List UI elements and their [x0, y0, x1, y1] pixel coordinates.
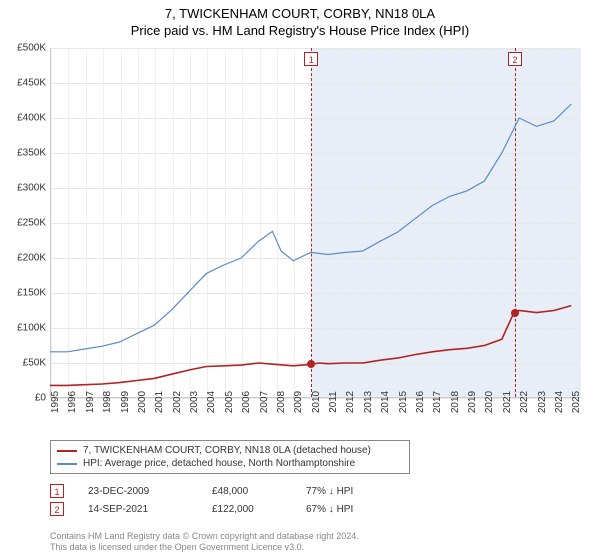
x-axis-label: 2012: [345, 391, 356, 413]
y-axis-label: £400K: [0, 113, 46, 124]
sale-detail-row: 2 14-SEP-2021 £122,000 67% ↓ HPI: [50, 500, 580, 518]
x-axis-label: 2000: [137, 391, 148, 413]
x-axis-label: 2017: [432, 391, 443, 413]
x-axis-label: 2021: [502, 391, 513, 413]
x-axis-label: 2020: [484, 391, 495, 413]
x-axis-label: 2015: [398, 391, 409, 413]
x-axis-label: 1999: [120, 391, 131, 413]
x-axis-label: 2001: [154, 391, 165, 413]
x-axis-label: 2007: [259, 391, 270, 413]
x-axis-label: 1995: [50, 391, 61, 413]
chart-subtitle: Price paid vs. HM Land Registry's House …: [0, 21, 600, 42]
sale-detail-price: £48,000: [212, 486, 282, 497]
x-axis-label: 2014: [380, 391, 391, 413]
y-axis-label: £250K: [0, 218, 46, 229]
sale-detail-pct: 77% ↓ HPI: [306, 486, 396, 497]
x-axis-label: 2018: [450, 391, 461, 413]
footer-line1: Contains HM Land Registry data © Crown c…: [50, 531, 359, 543]
x-axis-label: 2002: [172, 391, 183, 413]
y-axis-label: £300K: [0, 183, 46, 194]
sale-detail-price: £122,000: [212, 504, 282, 515]
x-axis-label: 2008: [276, 391, 287, 413]
footer-attribution: Contains HM Land Registry data © Crown c…: [50, 531, 359, 554]
chart-legend: 7, TWICKENHAM COURT, CORBY, NN18 0LA (de…: [50, 440, 580, 518]
sale-detail-number: 2: [50, 502, 64, 516]
y-axis-label: £500K: [0, 43, 46, 54]
legend-swatch-hpi: [57, 463, 77, 465]
legend-box: 7, TWICKENHAM COURT, CORBY, NN18 0LA (de…: [50, 440, 410, 474]
y-axis-label: £200K: [0, 253, 46, 264]
x-axis-label: 2003: [189, 391, 200, 413]
y-axis-label: £100K: [0, 323, 46, 334]
x-axis-label: 2024: [554, 391, 565, 413]
x-axis-label: 1998: [102, 391, 113, 413]
x-axis-label: 2010: [311, 391, 322, 413]
x-axis-label: 2013: [363, 391, 374, 413]
legend-label-hpi: HPI: Average price, detached house, Nort…: [83, 458, 355, 469]
legend-label-property: 7, TWICKENHAM COURT, CORBY, NN18 0LA (de…: [83, 445, 371, 456]
x-axis-label: 2025: [571, 391, 582, 413]
x-axis-label: 2019: [467, 391, 478, 413]
x-axis-label: 2011: [328, 391, 339, 413]
x-axis-label: 2016: [415, 391, 426, 413]
y-axis-label: £350K: [0, 148, 46, 159]
sale-detail-number: 1: [50, 484, 64, 498]
x-axis-label: 2006: [241, 391, 252, 413]
legend-item-property: 7, TWICKENHAM COURT, CORBY, NN18 0LA (de…: [57, 444, 403, 457]
x-axis-label: 2009: [293, 391, 304, 413]
sale-detail-row: 1 23-DEC-2009 £48,000 77% ↓ HPI: [50, 482, 580, 500]
y-axis-label: £50K: [0, 358, 46, 369]
sale-detail-pct: 67% ↓ HPI: [306, 504, 396, 515]
x-axis-label: 1997: [85, 391, 96, 413]
footer-line2: This data is licensed under the Open Gov…: [50, 542, 359, 554]
y-axis-label: £150K: [0, 288, 46, 299]
legend-item-hpi: HPI: Average price, detached house, Nort…: [57, 457, 403, 470]
sale-detail-date: 23-DEC-2009: [88, 486, 188, 497]
line-property: [50, 306, 571, 386]
sale-detail-date: 14-SEP-2021: [88, 504, 188, 515]
x-axis-label: 2005: [224, 391, 235, 413]
sale-markers-list: 1 23-DEC-2009 £48,000 77% ↓ HPI 2 14-SEP-2021…: [50, 482, 580, 518]
y-axis-label: £450K: [0, 78, 46, 89]
y-axis-label: £0: [0, 393, 46, 404]
line-hpi: [50, 104, 571, 352]
legend-swatch-property: [57, 450, 77, 452]
x-axis-label: 2023: [537, 391, 548, 413]
x-axis-label: 2022: [519, 391, 530, 413]
chart-plot-area: 12 £0£50K£100K£150K£200K£250K£300K£350K£…: [50, 48, 580, 398]
x-axis-label: 1996: [67, 391, 78, 413]
chart-title: 7, TWICKENHAM COURT, CORBY, NN18 0LA: [0, 0, 600, 21]
x-axis-label: 2004: [206, 391, 217, 413]
